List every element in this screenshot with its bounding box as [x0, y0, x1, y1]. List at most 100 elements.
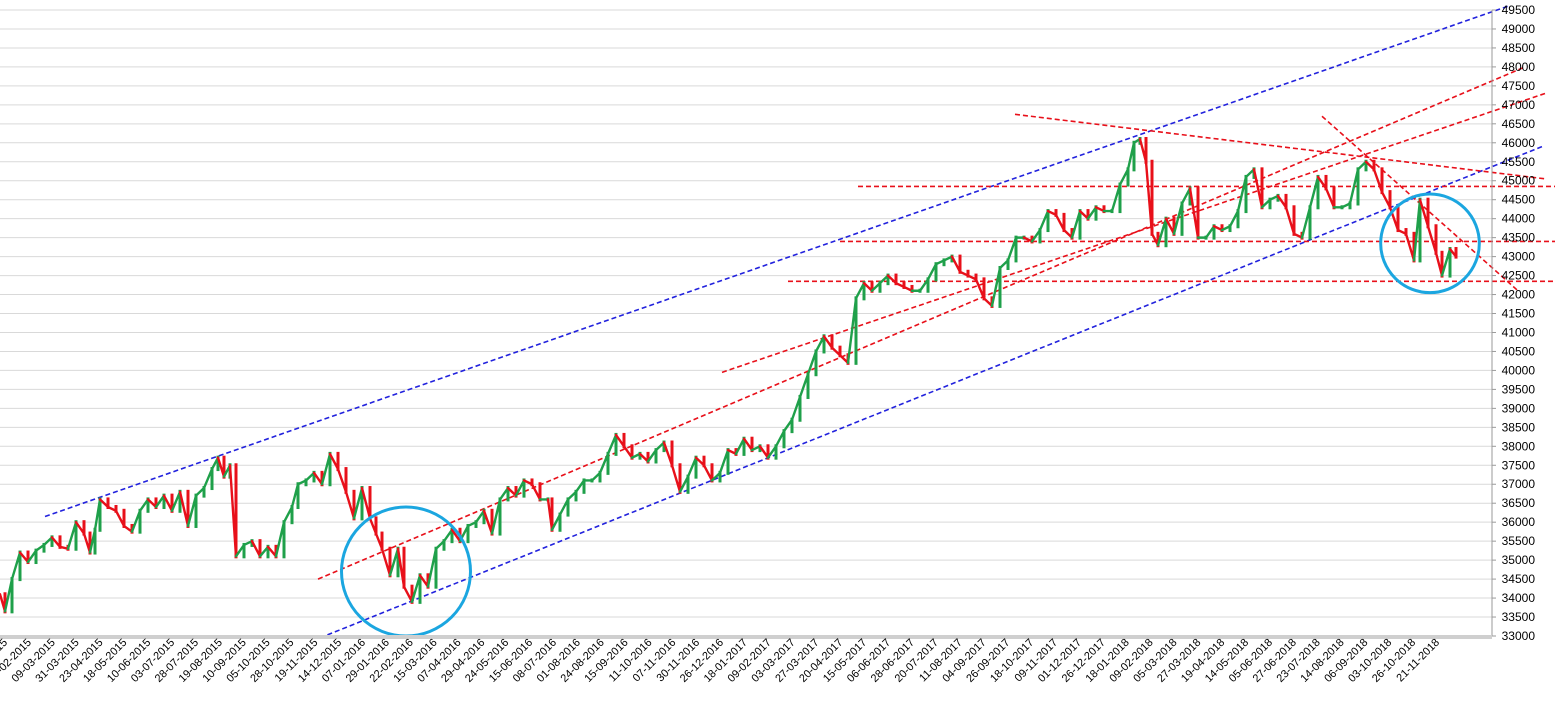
price-candle	[1078, 209, 1082, 240]
price-candle	[210, 467, 214, 491]
price-candle	[186, 489, 190, 528]
price-candle	[1418, 197, 1422, 263]
price-candle	[234, 463, 238, 559]
price-candle	[1164, 216, 1168, 248]
y-tick-label: 48000	[1502, 60, 1536, 74]
y-tick-label: 49500	[1502, 3, 1536, 17]
price-candle	[514, 486, 518, 498]
price-candle	[926, 277, 930, 293]
y-tick-label: 33000	[1502, 629, 1536, 643]
price-candle	[558, 512, 562, 532]
price-candle	[550, 497, 554, 532]
y-tick-label: 43500	[1502, 231, 1536, 245]
price-candle	[766, 444, 770, 460]
price-candle	[974, 273, 978, 282]
price-candle	[1014, 235, 1018, 263]
price-candle	[806, 372, 810, 399]
price-candle	[1236, 209, 1240, 229]
price-candle	[3, 592, 7, 614]
price-candle	[774, 444, 778, 460]
y-tick-label: 39500	[1502, 382, 1536, 396]
price-candle	[1086, 209, 1090, 221]
price-candle	[638, 451, 642, 460]
price-candle	[822, 334, 826, 354]
price-candle	[1212, 224, 1216, 240]
price-candle	[790, 417, 794, 434]
price-candle	[98, 497, 102, 532]
price-candle	[344, 467, 348, 494]
price-candle	[1228, 224, 1232, 233]
trend-line	[319, 145, 1543, 639]
price-candle	[1118, 182, 1122, 214]
y-tick-label: 45000	[1502, 174, 1536, 188]
price-candle	[418, 573, 422, 604]
price-candle	[1038, 228, 1042, 244]
price-candle	[1144, 136, 1148, 164]
price-candle	[798, 394, 802, 422]
price-candle	[50, 535, 54, 547]
y-tick-label: 44500	[1502, 193, 1536, 207]
price-candle	[1188, 186, 1192, 206]
price-candle	[154, 497, 158, 510]
price-candle	[886, 273, 890, 286]
price-candle	[1308, 205, 1312, 240]
price-candle	[646, 451, 650, 464]
price-candle	[1434, 224, 1438, 255]
price-candle	[1180, 201, 1184, 236]
y-tick-label: 49000	[1502, 22, 1536, 36]
price-candle	[1348, 201, 1352, 210]
price-candle	[170, 493, 174, 513]
trend-line	[317, 66, 1526, 580]
price-candle	[854, 296, 858, 365]
y-tick-label: 48500	[1502, 41, 1536, 55]
price-candle	[146, 497, 150, 513]
price-candle	[1396, 205, 1400, 233]
price-candle	[388, 546, 392, 578]
price-candle	[894, 273, 898, 286]
price-candle	[282, 520, 286, 559]
trend-line	[44, 5, 1509, 518]
price-candle	[574, 489, 578, 502]
price-candle	[304, 478, 308, 487]
price-candle	[870, 281, 874, 293]
price-candle	[474, 520, 478, 528]
y-tick-label: 46000	[1502, 136, 1536, 150]
price-candle	[530, 478, 534, 487]
price-candle	[1364, 159, 1368, 172]
price-candle	[538, 482, 542, 502]
price-candle	[1316, 174, 1320, 210]
price-candle	[1132, 140, 1136, 172]
price-candle	[1094, 205, 1098, 221]
trend-line	[721, 92, 1546, 374]
price-candle	[93, 527, 97, 555]
price-candle	[374, 516, 378, 536]
price-candle	[958, 254, 962, 274]
y-tick-label: 42000	[1502, 288, 1536, 302]
price-candle	[352, 489, 356, 521]
price-candle	[702, 455, 706, 468]
price-candle	[1324, 174, 1328, 191]
price-candle	[178, 489, 182, 513]
x-tick-label: 2015	[0, 637, 10, 663]
price-candle	[320, 470, 324, 487]
price-candle	[678, 463, 682, 494]
y-tick-label: 46500	[1502, 117, 1536, 131]
price-candle	[942, 258, 946, 267]
y-tick-label: 43000	[1502, 250, 1536, 264]
price-candle	[360, 486, 364, 521]
price-candle	[1426, 197, 1430, 229]
price-candle	[1102, 205, 1106, 214]
y-tick-label: 36000	[1502, 515, 1536, 529]
price-candle	[296, 482, 300, 510]
y-tick-label: 37000	[1502, 477, 1536, 491]
price-candle	[1244, 174, 1248, 214]
price-candle	[1356, 167, 1360, 206]
price-candle	[1292, 205, 1296, 236]
y-tick-label: 38000	[1502, 439, 1536, 453]
y-axis: 33000 33500 34000 34500 35000 35500 36000 36500…	[1491, 3, 1536, 643]
price-series	[0, 136, 1458, 614]
price-candle	[1062, 212, 1066, 233]
price-candle	[1054, 209, 1058, 217]
